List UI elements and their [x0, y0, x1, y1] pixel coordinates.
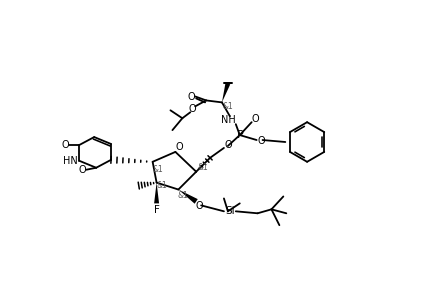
Text: &1: &1: [223, 102, 233, 111]
Text: Si: Si: [225, 206, 235, 216]
Text: &1: &1: [152, 165, 163, 174]
Polygon shape: [154, 183, 159, 203]
Text: O: O: [187, 92, 195, 103]
Text: P: P: [236, 130, 243, 140]
Text: NH: NH: [220, 115, 235, 125]
Text: O: O: [175, 142, 183, 152]
Text: O: O: [78, 165, 86, 175]
Text: O: O: [61, 140, 69, 150]
Text: O: O: [188, 104, 196, 114]
Text: &1: &1: [178, 191, 189, 200]
Text: &1: &1: [198, 163, 209, 172]
Text: O: O: [252, 114, 259, 124]
Text: &1: &1: [156, 181, 167, 190]
Text: O: O: [258, 136, 265, 146]
Polygon shape: [222, 83, 230, 103]
Polygon shape: [178, 189, 198, 204]
Text: O: O: [224, 140, 232, 150]
Text: F: F: [154, 205, 159, 215]
Text: O: O: [195, 201, 203, 211]
Text: HN: HN: [63, 156, 78, 166]
